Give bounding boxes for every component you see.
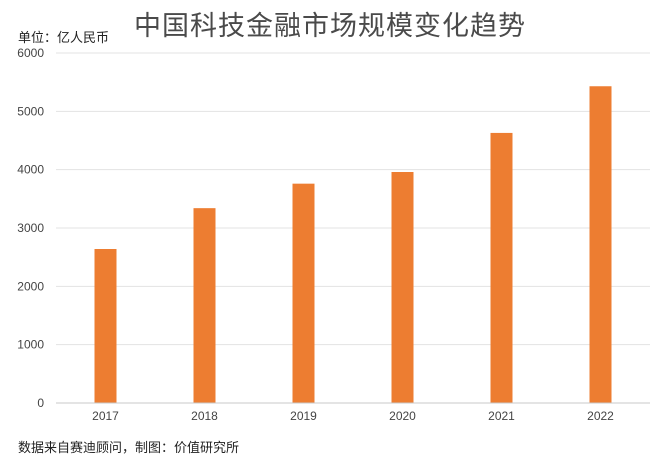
bar-2018	[193, 208, 216, 403]
bar-2022	[589, 86, 612, 403]
y-tick-label: 0	[37, 396, 44, 410]
y-tick-label: 4000	[17, 163, 44, 177]
y-tick-label: 6000	[17, 46, 44, 60]
unit-label: 单位：亿人民币	[18, 31, 110, 46]
bar-2017	[94, 249, 117, 403]
bar-2021	[490, 132, 513, 403]
x-tick-label: 2022	[587, 409, 614, 423]
gridlines	[56, 52, 650, 346]
x-tick-label: 2018	[191, 409, 218, 423]
x-axis-ticks: 2017 2018 2019 2020 2021 2022	[92, 409, 614, 423]
y-tick-label: 2000	[17, 279, 44, 293]
bar-2019	[292, 183, 315, 403]
source-note: 数据来自赛迪顾问，制图：价值研究所	[18, 441, 240, 456]
x-tick-label: 2021	[488, 409, 515, 423]
x-tick-label: 2017	[92, 409, 119, 423]
y-tick-label: 1000	[17, 338, 44, 352]
y-tick-label: 5000	[17, 104, 44, 118]
x-tick-label: 2020	[389, 409, 416, 423]
bars	[94, 86, 612, 403]
x-tick-label: 2019	[290, 409, 317, 423]
bar-2020	[391, 172, 414, 403]
chart-title: 中国科技金融市场规模变化趋势	[134, 11, 526, 42]
y-tick-label: 3000	[17, 221, 44, 235]
y-axis-ticks: 0 1000 2000 3000 4000 5000 6000	[17, 46, 44, 410]
